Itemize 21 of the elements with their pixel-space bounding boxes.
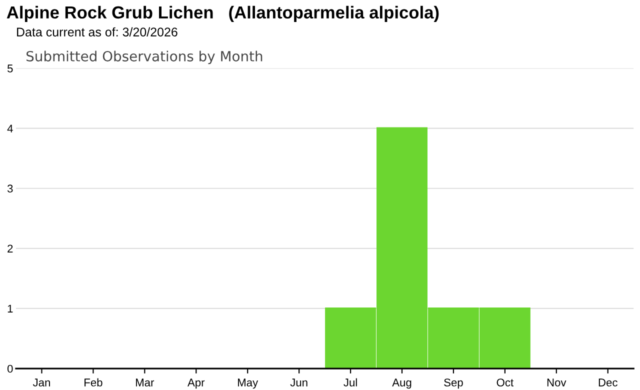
x-tick-label: Feb — [84, 378, 102, 386]
y-tick-label: 0 — [7, 364, 13, 373]
x-tick-label: Jan — [32, 378, 50, 386]
x-tick-label: Apr — [188, 378, 205, 389]
y-tick-label: 3 — [7, 184, 13, 193]
x-tick-label: Jun — [290, 378, 308, 386]
y-tick-label: 5 — [7, 64, 13, 72]
x-tick-label: Nov — [547, 378, 566, 386]
x-tick-label: Aug — [392, 378, 412, 389]
text: Submitted Observations by Month — [26, 50, 262, 64]
chart-subtitle: Data current as of: 3/20/2026 — [17, 27, 178, 36]
chart-title: Alpine Rock Grub Lichen (Allantoparmelia alpicola) — [6, 6, 439, 22]
y-tick-label: 4 — [7, 124, 13, 132]
x-tick-label: Dec — [598, 378, 618, 386]
y-tick-label: 2 — [8, 244, 13, 252]
x-tick-label: Mar — [136, 378, 154, 386]
x-tick-label: Jul — [344, 378, 357, 386]
x-tick-label: Oct — [496, 378, 514, 386]
y-tick-label: 1 — [8, 304, 13, 313]
x-tick-label: May — [238, 378, 258, 389]
x-tick-label: Sep — [444, 378, 463, 389]
